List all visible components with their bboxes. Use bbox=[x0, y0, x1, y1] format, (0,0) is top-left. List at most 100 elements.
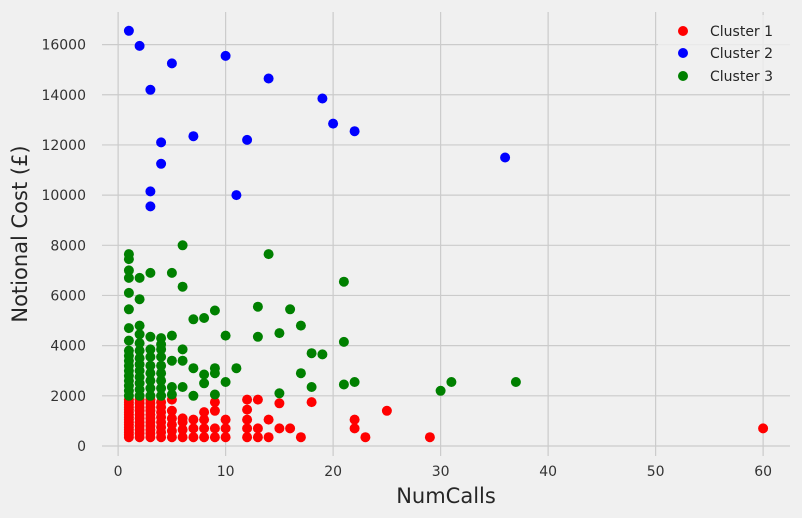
data-point-cluster-1 bbox=[209, 432, 220, 443]
data-point-cluster-1 bbox=[199, 432, 210, 443]
data-point-cluster-3 bbox=[145, 368, 156, 379]
data-point-cluster-3 bbox=[134, 338, 145, 349]
data-point-cluster-3 bbox=[156, 351, 167, 362]
data-point-cluster-3 bbox=[166, 267, 177, 278]
data-point-cluster-3 bbox=[177, 382, 188, 392]
data-point-cluster-3 bbox=[220, 377, 231, 387]
data-point-cluster-1 bbox=[166, 413, 177, 424]
data-point-cluster-1 bbox=[274, 398, 285, 409]
data-point-cluster-1 bbox=[209, 423, 220, 434]
data-point-cluster-3 bbox=[145, 351, 156, 362]
data-point-cluster-1 bbox=[424, 432, 435, 443]
data-point-cluster-1 bbox=[242, 404, 253, 415]
data-point-cluster-3 bbox=[145, 375, 156, 386]
data-point-cluster-3 bbox=[199, 369, 210, 380]
data-point-cluster-1 bbox=[199, 407, 210, 418]
data-point-cluster-3 bbox=[166, 382, 177, 392]
data-point-cluster-3 bbox=[166, 355, 177, 366]
data-point-cluster-3 bbox=[156, 375, 167, 386]
data-point-cluster-2 bbox=[242, 134, 253, 145]
data-point-cluster-3 bbox=[209, 389, 220, 400]
data-point-cluster-3 bbox=[252, 301, 263, 312]
data-point-cluster-3 bbox=[252, 331, 263, 342]
data-point-cluster-3 bbox=[306, 348, 317, 359]
data-point-cluster-2 bbox=[123, 25, 134, 36]
data-point-cluster-1 bbox=[252, 394, 263, 405]
y-tick-label: 8000 bbox=[50, 238, 86, 254]
data-point-cluster-3 bbox=[338, 336, 349, 347]
data-point-cluster-3 bbox=[274, 388, 285, 399]
data-point-cluster-1 bbox=[242, 394, 253, 405]
data-point-cluster-3 bbox=[446, 377, 457, 387]
y-tick-label: 0 bbox=[77, 439, 86, 455]
data-point-cluster-1 bbox=[177, 413, 188, 424]
data-point-cluster-3 bbox=[231, 363, 242, 374]
data-point-cluster-3 bbox=[338, 379, 349, 390]
data-point-cluster-3 bbox=[295, 368, 306, 379]
data-point-cluster-2 bbox=[231, 190, 242, 201]
data-point-cluster-3 bbox=[156, 390, 167, 401]
legend-label-cluster-2: Cluster 2 bbox=[710, 46, 773, 62]
x-tick-label: 60 bbox=[754, 464, 772, 480]
x-tick-label: 30 bbox=[432, 464, 450, 480]
data-point-cluster-3 bbox=[435, 385, 446, 396]
data-point-cluster-1 bbox=[285, 423, 296, 434]
data-point-cluster-3 bbox=[188, 390, 199, 401]
data-point-cluster-3 bbox=[209, 305, 220, 316]
data-point-cluster-1 bbox=[242, 432, 253, 443]
data-point-cluster-3 bbox=[177, 355, 188, 366]
data-point-cluster-3 bbox=[123, 323, 134, 334]
data-point-cluster-1 bbox=[360, 432, 371, 443]
data-point-cluster-1 bbox=[188, 432, 199, 443]
data-point-cluster-3 bbox=[199, 378, 210, 389]
data-point-cluster-3 bbox=[188, 363, 199, 374]
data-point-cluster-3 bbox=[145, 360, 156, 371]
data-point-cluster-3 bbox=[317, 349, 328, 360]
data-point-cluster-3 bbox=[123, 249, 134, 260]
data-point-cluster-3 bbox=[199, 313, 210, 323]
data-point-cluster-1 bbox=[252, 432, 263, 443]
data-point-cluster-3 bbox=[123, 265, 134, 276]
data-point-cluster-3 bbox=[188, 314, 199, 325]
data-point-cluster-3 bbox=[306, 382, 317, 392]
data-point-cluster-1 bbox=[177, 432, 188, 443]
data-point-cluster-2 bbox=[220, 50, 231, 61]
legend-label-cluster-3: Cluster 3 bbox=[710, 69, 773, 85]
y-tick-label: 10000 bbox=[41, 188, 86, 204]
data-point-cluster-3 bbox=[349, 377, 360, 387]
data-point-cluster-3 bbox=[145, 390, 156, 401]
y-tick-label: 14000 bbox=[41, 88, 86, 104]
x-tick-label: 20 bbox=[324, 464, 342, 480]
data-point-cluster-3 bbox=[166, 330, 177, 341]
y-axis-label: Notional Cost (£) bbox=[8, 145, 32, 322]
data-point-cluster-3 bbox=[134, 345, 145, 356]
data-point-cluster-3 bbox=[510, 377, 521, 387]
data-points bbox=[123, 25, 769, 443]
data-point-cluster-1 bbox=[220, 432, 231, 443]
data-point-cluster-3 bbox=[156, 333, 167, 344]
data-point-cluster-3 bbox=[134, 294, 145, 305]
legend-marker-cluster-2 bbox=[678, 48, 688, 58]
data-point-cluster-3 bbox=[123, 304, 134, 315]
data-point-cluster-3 bbox=[134, 272, 145, 283]
data-point-cluster-1 bbox=[252, 423, 263, 434]
x-tick-label: 40 bbox=[539, 464, 557, 480]
data-point-cluster-3 bbox=[145, 344, 156, 355]
data-point-cluster-3 bbox=[177, 281, 188, 292]
data-point-cluster-2 bbox=[145, 186, 156, 197]
y-tick-label: 12000 bbox=[41, 138, 86, 154]
data-point-cluster-1 bbox=[177, 424, 188, 435]
data-point-cluster-3 bbox=[156, 368, 167, 379]
data-point-cluster-1 bbox=[166, 405, 177, 416]
data-point-cluster-1 bbox=[349, 414, 360, 425]
data-point-cluster-3 bbox=[134, 353, 145, 364]
legend-marker-cluster-1 bbox=[678, 26, 688, 36]
data-point-cluster-3 bbox=[263, 249, 274, 260]
data-point-cluster-3 bbox=[156, 360, 167, 371]
data-point-cluster-1 bbox=[209, 397, 220, 408]
data-point-cluster-1 bbox=[220, 423, 231, 434]
data-point-cluster-3 bbox=[123, 345, 134, 356]
data-point-cluster-3 bbox=[295, 320, 306, 331]
tick-labels: 0 10 20 30 40 50 60 0 2000 4000 6000 8000 10000 12000… bbox=[41, 38, 772, 480]
data-point-cluster-3 bbox=[177, 240, 188, 251]
